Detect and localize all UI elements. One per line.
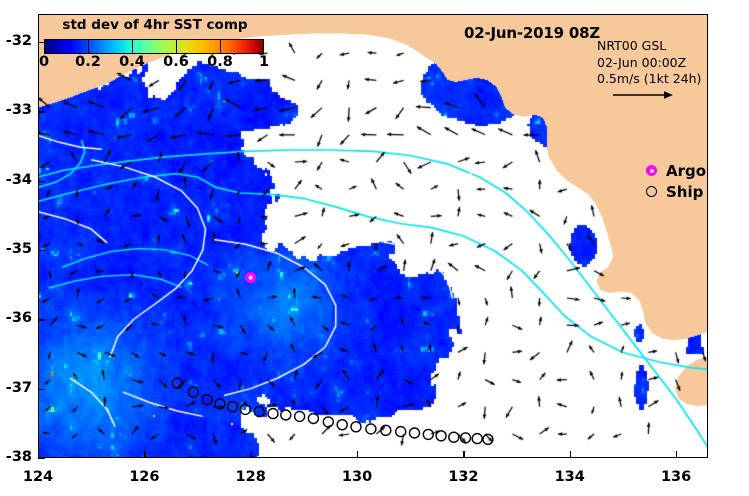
model-annotation: NRT00 GSL 02-Jun 00:00Z 0.5m/s (1kt 24h) bbox=[597, 38, 701, 88]
ship-marker bbox=[408, 427, 421, 439]
observation-markers bbox=[171, 272, 494, 445]
x-tick bbox=[463, 451, 465, 458]
x-tick bbox=[38, 451, 40, 458]
colorbar-tick-label: 0.8 bbox=[207, 54, 233, 70]
x-tick bbox=[357, 451, 359, 458]
y-tick bbox=[38, 249, 45, 252]
ship-marker bbox=[336, 419, 348, 431]
colorbar-label: std dev of 4hr SST comp bbox=[62, 17, 248, 33]
ship-marker bbox=[201, 394, 213, 406]
x-tick-label: 124 bbox=[22, 469, 54, 485]
ship-marker bbox=[253, 405, 265, 418]
y-tick bbox=[38, 388, 45, 391]
colorbar-tick-label: 0.4 bbox=[119, 54, 145, 70]
ship-marker bbox=[307, 412, 320, 425]
ship-marker bbox=[350, 421, 362, 433]
map-plot-area bbox=[38, 14, 708, 458]
ship-marker-icon bbox=[646, 186, 657, 197]
x-tick bbox=[250, 451, 253, 458]
colorbar-tick-label: 0.2 bbox=[75, 54, 101, 70]
colorbar-gradient bbox=[44, 39, 264, 54]
colorbar-tick bbox=[132, 39, 134, 54]
y-tick-label: -33 bbox=[5, 102, 32, 119]
annotation-line-3: 0.5m/s (1kt 24h) bbox=[597, 71, 702, 86]
x-tick-label: 134 bbox=[554, 469, 585, 485]
y-tick bbox=[38, 319, 45, 321]
y-tick-label: -36 bbox=[5, 310, 32, 327]
ship-marker bbox=[280, 409, 292, 421]
y-tick-label: -35 bbox=[5, 240, 32, 257]
ship-marker bbox=[435, 430, 447, 442]
ship-marker bbox=[471, 432, 483, 445]
y-tick bbox=[38, 458, 45, 460]
vector-scale-arrow-icon bbox=[613, 91, 673, 99]
argo-marker-center bbox=[248, 275, 253, 280]
argo-marker-icon bbox=[646, 165, 657, 176]
x-tick-label: 130 bbox=[341, 469, 373, 485]
ship-marker bbox=[422, 428, 434, 441]
x-tick-label: 128 bbox=[235, 469, 266, 485]
colorbar-tick bbox=[220, 39, 222, 54]
y-tick bbox=[38, 111, 45, 113]
ship-marker bbox=[226, 401, 239, 413]
x-tick-label: 132 bbox=[448, 469, 479, 485]
ship-marker bbox=[459, 432, 472, 444]
x-tick bbox=[144, 451, 146, 458]
ship-marker bbox=[267, 407, 279, 420]
annotation-line-1: NRT00 GSL bbox=[597, 38, 667, 53]
y-tick-label: -37 bbox=[5, 379, 32, 396]
y-tick-label: -38 bbox=[5, 449, 32, 465]
colorbar: std dev of 4hr SST comp 0 0.2 0.4 0.6 0.8 1 bbox=[39, 17, 269, 70]
legend-label-ship: Ship bbox=[666, 183, 704, 201]
x-tick-label: 126 bbox=[129, 469, 160, 485]
x-tick bbox=[676, 451, 678, 458]
ship-marker bbox=[171, 377, 184, 389]
colorbar-tick bbox=[176, 39, 178, 54]
y-tick-label: -32 bbox=[5, 32, 32, 49]
current-vector-overlay bbox=[38, 14, 708, 458]
annotation-line-2: 02-Jun 00:00Z bbox=[597, 54, 687, 70]
colorbar-tick bbox=[88, 39, 90, 54]
ship-marker bbox=[482, 433, 494, 445]
legend-label-argo: Argo bbox=[666, 162, 707, 180]
y-tick-label: -34 bbox=[5, 171, 32, 188]
x-tick bbox=[569, 451, 572, 458]
ship-marker bbox=[322, 416, 334, 428]
y-tick bbox=[38, 41, 45, 44]
ship-marker bbox=[187, 386, 200, 398]
x-tick-label: 136 bbox=[660, 469, 692, 485]
y-tick bbox=[38, 180, 45, 182]
ship-marker bbox=[239, 403, 252, 416]
ship-marker bbox=[380, 424, 392, 436]
ship-marker bbox=[395, 425, 407, 438]
ship-marker bbox=[214, 398, 226, 410]
colorbar-tick-label: 0 bbox=[38, 54, 50, 70]
ship-marker bbox=[448, 431, 460, 443]
ship-marker bbox=[293, 410, 306, 423]
ship-marker bbox=[365, 423, 377, 435]
page-title: 02-Jun-2019 08Z bbox=[464, 24, 600, 42]
colorbar-tick-label: 0.6 bbox=[163, 54, 189, 70]
colorbar-tick-label: 1 bbox=[258, 54, 270, 70]
